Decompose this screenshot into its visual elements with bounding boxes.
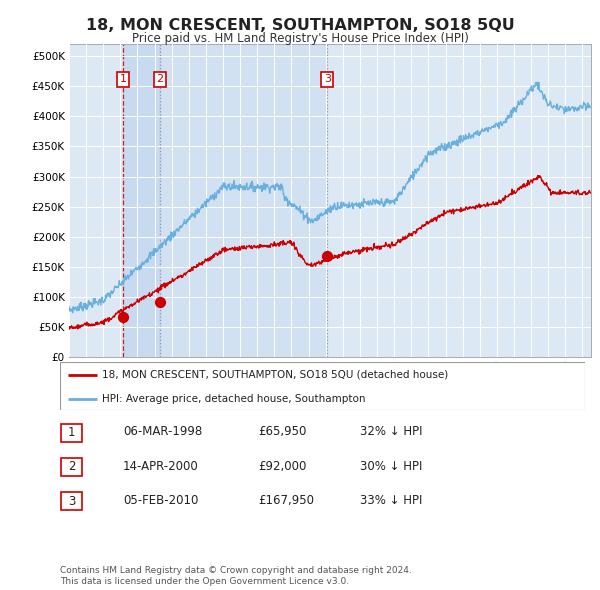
Text: 18, MON CRESCENT, SOUTHAMPTON, SO18 5QU (detached house): 18, MON CRESCENT, SOUTHAMPTON, SO18 5QU … [102,370,448,380]
Text: HPI: Average price, detached house, Southampton: HPI: Average price, detached house, Sout… [102,394,365,404]
Bar [124,44,160,357]
Text: 1: 1 [120,74,127,84]
Text: 30% ↓ HPI: 30% ↓ HPI [360,460,422,473]
Text: Contains HM Land Registry data © Crown copyright and database right 2024.: Contains HM Land Registry data © Crown c… [60,566,412,575]
Text: 33% ↓ HPI: 33% ↓ HPI [360,494,422,507]
Text: 06-MAR-1998: 06-MAR-1998 [123,425,202,438]
Text: 3: 3 [324,74,331,84]
Text: 2: 2 [156,74,163,84]
Point [119,313,128,322]
Point [322,251,332,261]
Text: This data is licensed under the Open Government Licence v3.0.: This data is licensed under the Open Gov… [60,577,349,586]
Text: £92,000: £92,000 [258,460,307,473]
Text: Price paid vs. HM Land Registry's House Price Index (HPI): Price paid vs. HM Land Registry's House … [131,32,469,45]
Text: £167,950: £167,950 [258,494,314,507]
Text: 1: 1 [68,426,75,440]
Text: 18, MON CRESCENT, SOUTHAMPTON, SO18 5QU: 18, MON CRESCENT, SOUTHAMPTON, SO18 5QU [86,18,514,32]
Text: £65,950: £65,950 [258,425,307,438]
Text: 3: 3 [68,494,75,508]
Text: 14-APR-2000: 14-APR-2000 [123,460,199,473]
Point [155,297,164,306]
Bar [160,44,327,357]
Text: 32% ↓ HPI: 32% ↓ HPI [360,425,422,438]
Text: 05-FEB-2010: 05-FEB-2010 [123,494,199,507]
Text: 2: 2 [68,460,75,474]
